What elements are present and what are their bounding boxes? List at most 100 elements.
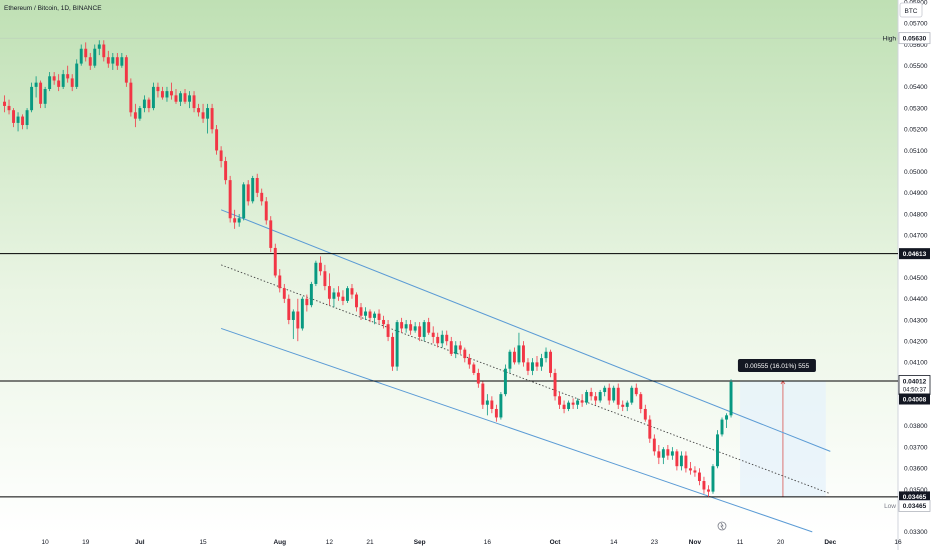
candle[interactable] bbox=[300, 296, 304, 331]
candle[interactable] bbox=[616, 383, 620, 409]
candle[interactable] bbox=[458, 341, 462, 354]
candle[interactable] bbox=[449, 336, 453, 356]
candle[interactable] bbox=[106, 50, 110, 68]
candle[interactable] bbox=[567, 400, 571, 412]
candle[interactable] bbox=[675, 449, 679, 471]
candle[interactable] bbox=[282, 283, 286, 304]
candle[interactable] bbox=[571, 398, 575, 409]
candle[interactable] bbox=[580, 394, 584, 407]
candle[interactable] bbox=[467, 353, 471, 369]
candle[interactable] bbox=[558, 392, 562, 409]
candle[interactable] bbox=[589, 387, 593, 401]
candle[interactable] bbox=[409, 319, 413, 335]
candle[interactable] bbox=[21, 114, 25, 130]
candle[interactable] bbox=[512, 347, 516, 365]
candle[interactable] bbox=[61, 69, 65, 89]
candle[interactable] bbox=[206, 103, 210, 134]
candle[interactable] bbox=[305, 294, 309, 312]
candle[interactable] bbox=[48, 72, 52, 92]
candle[interactable] bbox=[404, 319, 408, 333]
candle[interactable] bbox=[355, 292, 358, 312]
candle[interactable] bbox=[720, 417, 724, 437]
candle[interactable] bbox=[332, 288, 336, 308]
candle[interactable] bbox=[391, 332, 395, 371]
candle[interactable] bbox=[165, 86, 169, 102]
candle[interactable] bbox=[521, 341, 525, 367]
candle[interactable] bbox=[228, 175, 232, 223]
candle[interactable] bbox=[427, 317, 431, 335]
candle[interactable] bbox=[607, 383, 611, 405]
candle[interactable] bbox=[400, 317, 404, 333]
candle[interactable] bbox=[386, 319, 390, 342]
candle[interactable] bbox=[346, 286, 349, 304]
candle[interactable] bbox=[625, 400, 629, 412]
candle[interactable] bbox=[562, 400, 566, 414]
candle[interactable] bbox=[481, 381, 485, 409]
candle[interactable] bbox=[382, 315, 386, 329]
candle[interactable] bbox=[336, 286, 340, 301]
candle[interactable] bbox=[309, 281, 313, 308]
candle[interactable] bbox=[215, 125, 219, 155]
currency-button[interactable]: BTC bbox=[899, 2, 923, 18]
candle[interactable] bbox=[287, 294, 291, 325]
candle[interactable] bbox=[526, 358, 530, 376]
candle[interactable] bbox=[661, 447, 665, 465]
candle[interactable] bbox=[30, 82, 34, 113]
candle[interactable] bbox=[318, 256, 322, 276]
candle[interactable] bbox=[503, 364, 507, 397]
candle[interactable] bbox=[255, 173, 259, 198]
candle[interactable] bbox=[192, 91, 196, 113]
candle[interactable] bbox=[102, 40, 106, 62]
candle[interactable] bbox=[224, 156, 228, 185]
candle[interactable] bbox=[702, 476, 706, 494]
candle[interactable] bbox=[188, 91, 191, 109]
candle[interactable] bbox=[711, 464, 715, 494]
candle[interactable] bbox=[436, 332, 440, 348]
candle[interactable] bbox=[111, 52, 115, 70]
candle[interactable] bbox=[88, 52, 92, 70]
candle[interactable] bbox=[679, 451, 683, 471]
candle[interactable] bbox=[540, 353, 543, 371]
candle[interactable] bbox=[7, 99, 11, 115]
candle[interactable] bbox=[138, 105, 142, 121]
candle[interactable] bbox=[210, 103, 214, 134]
candle[interactable] bbox=[544, 347, 548, 363]
candle[interactable] bbox=[323, 264, 327, 291]
candle[interactable] bbox=[296, 298, 300, 342]
candle[interactable] bbox=[657, 445, 661, 465]
candle[interactable] bbox=[25, 108, 29, 130]
candle[interactable] bbox=[79, 44, 83, 66]
candle[interactable] bbox=[499, 392, 503, 420]
candle[interactable] bbox=[634, 383, 638, 397]
candle[interactable] bbox=[485, 394, 489, 416]
candle[interactable] bbox=[174, 89, 178, 104]
candle[interactable] bbox=[237, 214, 241, 227]
candle[interactable] bbox=[129, 78, 133, 117]
candle[interactable] bbox=[684, 451, 688, 473]
candle[interactable] bbox=[621, 400, 625, 412]
candle[interactable] bbox=[395, 319, 399, 371]
candle[interactable] bbox=[576, 398, 580, 409]
candle[interactable] bbox=[598, 389, 602, 403]
candle[interactable] bbox=[490, 396, 494, 414]
candle[interactable] bbox=[422, 319, 426, 342]
candle[interactable] bbox=[612, 385, 616, 403]
candle[interactable] bbox=[553, 368, 557, 401]
candle[interactable] bbox=[630, 385, 634, 405]
candle[interactable] bbox=[472, 362, 476, 376]
candle[interactable] bbox=[201, 103, 205, 123]
candle[interactable] bbox=[115, 52, 119, 70]
candle[interactable] bbox=[66, 65, 70, 83]
candle[interactable] bbox=[120, 52, 124, 68]
candle[interactable] bbox=[666, 445, 670, 460]
candle[interactable] bbox=[93, 44, 97, 68]
candle[interactable] bbox=[197, 103, 201, 117]
candle[interactable] bbox=[350, 283, 354, 299]
candle[interactable] bbox=[156, 82, 160, 98]
candle[interactable] bbox=[454, 341, 458, 359]
candle[interactable] bbox=[463, 347, 467, 363]
candle[interactable] bbox=[517, 332, 521, 365]
candle[interactable] bbox=[494, 404, 498, 422]
candle[interactable] bbox=[273, 243, 277, 278]
